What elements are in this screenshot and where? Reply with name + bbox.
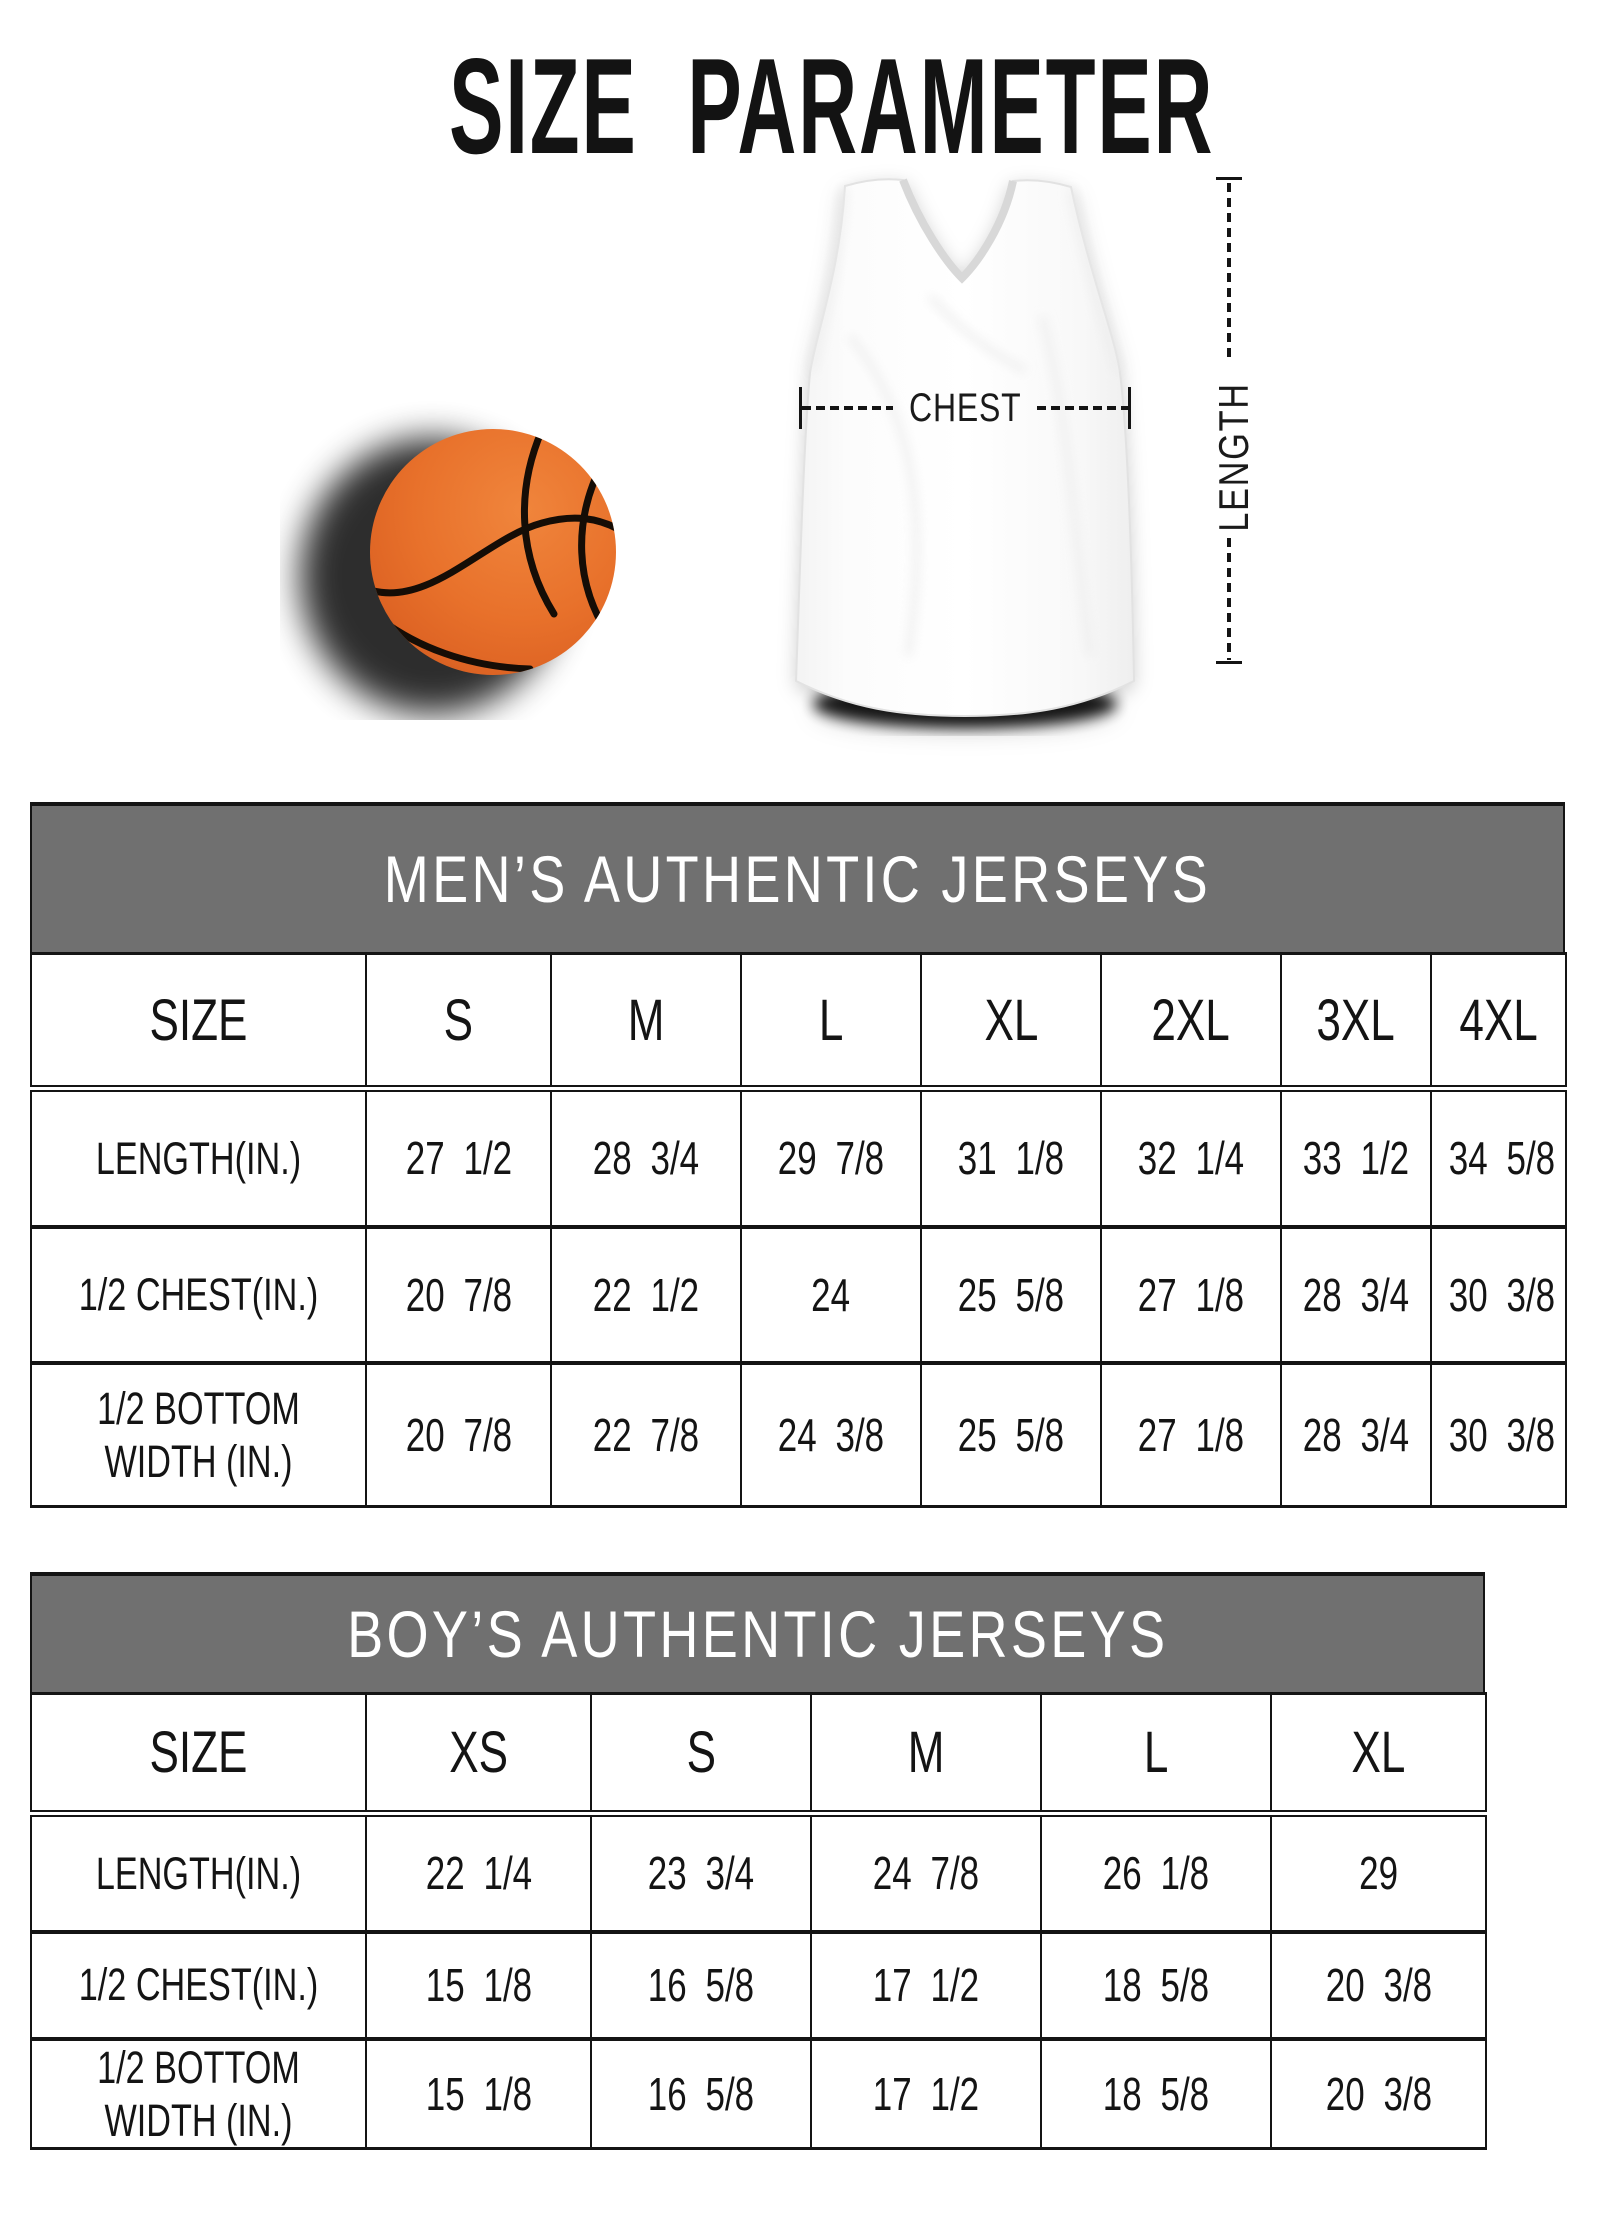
mens-size-col: L [740,953,922,1092]
length-label: LENGTH [1210,382,1257,532]
cell-value: 18 5/8 [1040,2038,1272,2149]
cell-value: 24 [740,1226,922,1365]
length-bottom-tick [1216,661,1242,664]
boys-chest-row: 1/2 CHEST(IN.) 15 1/8 16 5/8 17 1/2 18 5… [30,1931,1487,2041]
jersey-wrinkles [808,187,1122,657]
cell-value: 34 5/8 [1430,1088,1567,1229]
mens-size-col: M [550,953,742,1092]
row-label: 1/2 BOTTOM WIDTH (IN.) [30,1362,367,1507]
boys-size-col: L [1040,1693,1272,1817]
chest-right-tick [1128,387,1132,429]
mens-size-header-row: SIZE S M L XL 2XL 3XL 4XL [30,953,1567,1092]
length-dash-top [1227,183,1231,357]
cell-value: 20 3/8 [1270,2038,1487,2149]
cell-value: 22 1/2 [550,1226,742,1365]
page-title-text: SIZE PARAMETER [449,30,1215,182]
boys-size-col: S [590,1693,812,1817]
cell-value: 27 1/8 [1100,1362,1282,1507]
cell-value: 23 3/4 [590,1813,812,1934]
cell-value: 22 7/8 [550,1362,742,1507]
mens-size-col: 2XL [1100,953,1282,1092]
cell-value: 24 3/8 [740,1362,922,1507]
jersey-neck-trim [899,178,1017,284]
boys-bottom-width-row: 1/2 BOTTOM WIDTH (IN.) 15 1/8 16 5/8 17 1… [30,2038,1487,2149]
mens-table-heading: MEN’S AUTHENTIC JERSEYS [383,842,1212,916]
chest-label: CHEST [908,385,1022,430]
length-top-tick [1216,177,1242,180]
page-title: SIZE PARAMETER [0,38,1600,174]
cell-value: 16 5/8 [590,1931,812,2041]
cell-value: 16 5/8 [590,2038,812,2149]
cell-value: 15 1/8 [365,1931,592,2041]
length-dash-bottom [1227,538,1231,660]
row-label: 1/2 BOTTOM WIDTH (IN.) [30,2038,367,2149]
chest-dash-right [1037,406,1129,410]
row-label: LENGTH(IN.) [30,1088,367,1229]
cell-value: 22 1/4 [365,1813,592,1934]
cell-value: 20 7/8 [365,1226,552,1365]
mens-size-section: MEN’S AUTHENTIC JERSEYS SIZE S M L XL 2X… [30,802,1567,1508]
chest-measure-line: CHEST [799,385,1132,430]
row-label: 1/2 CHEST(IN.) [30,1931,367,2041]
mens-size-label-cell: SIZE [30,953,367,1092]
cell-value: 31 1/8 [920,1088,1102,1229]
boys-size-label-cell: SIZE [30,1693,367,1817]
cell-value: 29 7/8 [740,1088,922,1229]
cell-value: 28 3/4 [1280,1226,1432,1365]
cell-value: 32 1/4 [1100,1088,1282,1229]
boys-size-col: XL [1270,1693,1487,1817]
mens-chest-row: 1/2 CHEST(IN.) 20 7/8 22 1/2 24 25 5/8 2… [30,1226,1567,1365]
boys-table-header: BOY’S AUTHENTIC JERSEYS [30,1572,1485,1692]
cell-value: 27 1/8 [1100,1226,1282,1365]
boys-size-col: XS [365,1693,592,1817]
mens-length-row: LENGTH(IN.) 27 1/2 28 3/4 29 7/8 31 1/8 … [30,1088,1567,1229]
cell-value: 18 5/8 [1040,1931,1272,2041]
jersey-illustration [794,178,1136,728]
cell-value: 15 1/8 [365,2038,592,2149]
cell-value: 28 3/4 [550,1088,742,1229]
boys-size-table: SIZE XS S M L XL LENGTH(IN.) 22 1/4 23 3… [30,1692,1487,2150]
cell-value: 25 5/8 [920,1362,1102,1507]
row-label: LENGTH(IN.) [30,1813,367,1934]
cell-value: 24 7/8 [810,1813,1042,1934]
boys-length-row: LENGTH(IN.) 22 1/4 23 3/4 24 7/8 26 1/8 … [30,1813,1487,1934]
boys-size-section: BOY’S AUTHENTIC JERSEYS SIZE XS S M L XL… [30,1572,1487,2150]
chest-left-tick [799,387,802,429]
mens-bottom-width-row: 1/2 BOTTOM WIDTH (IN.) 20 7/8 22 7/8 24 3… [30,1362,1567,1507]
row-label: 1/2 CHEST(IN.) [30,1226,367,1365]
cell-value: 17 1/2 [810,2038,1042,2149]
cell-value: 29 [1270,1813,1487,1934]
cell-value: 28 3/4 [1280,1362,1432,1507]
mens-size-col: 3XL [1280,953,1432,1092]
boys-size-header-row: SIZE XS S M L XL [30,1693,1487,1817]
mens-size-col: 4XL [1430,953,1567,1092]
mens-size-table: SIZE S M L XL 2XL 3XL 4XL LENGTH(IN.) 27… [30,952,1567,1508]
cell-value: 30 3/8 [1430,1226,1567,1365]
mens-size-col: S [365,953,552,1092]
cell-value: 33 1/2 [1280,1088,1432,1229]
cell-value: 20 7/8 [365,1362,552,1507]
mens-table-header: MEN’S AUTHENTIC JERSEYS [30,802,1565,952]
cell-value: 27 1/2 [365,1088,552,1229]
cell-value: 17 1/2 [810,1931,1042,2041]
cell-value: 25 5/8 [920,1226,1102,1365]
cell-value: 20 3/8 [1270,1931,1487,2041]
basketball-illustration [300,429,616,714]
mens-size-col: XL [920,953,1102,1092]
cell-value: 26 1/8 [1040,1813,1272,1934]
boys-table-heading: BOY’S AUTHENTIC JERSEYS [346,1597,1169,1671]
cell-value: 30 3/8 [1430,1362,1567,1507]
chest-dash-left [802,406,893,410]
boys-size-col: M [810,1693,1042,1817]
